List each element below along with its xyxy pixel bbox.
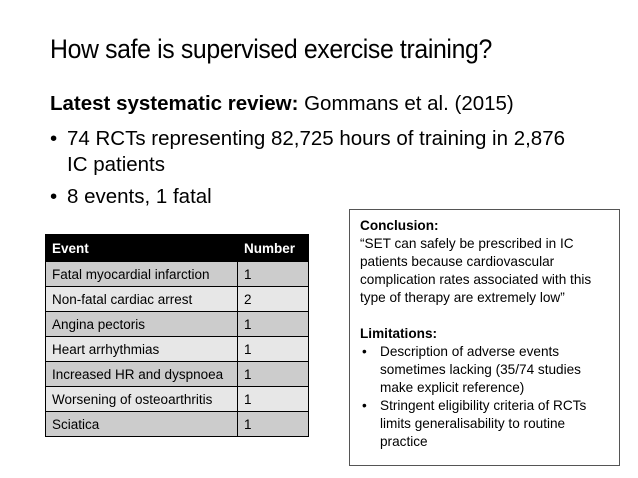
conclusion-box: Conclusion: “SET can safely be prescribe…	[349, 209, 620, 466]
event-cell: Fatal myocardial infarction	[45, 261, 238, 287]
number-cell: 1	[237, 361, 309, 387]
number-cell: 1	[237, 261, 309, 287]
event-cell: Heart arrhythmias	[45, 336, 238, 362]
number-cell: 2	[237, 286, 309, 312]
limitations-list: Description of adverse events sometimes …	[360, 343, 610, 451]
limitation-item: Description of adverse events sometimes …	[360, 343, 610, 397]
events-table: Event Number Fatal myocardial infarction…	[45, 234, 309, 437]
spacer	[360, 307, 610, 325]
review-subhead-citation: Gommans et al. (2015)	[298, 92, 514, 115]
review-subhead: Latest systematic review: Gommans et al.…	[50, 92, 514, 116]
limitations-heading: Limitations:	[360, 326, 438, 341]
conclusion-heading: Conclusion:	[360, 218, 439, 233]
table-row: Non-fatal cardiac arrest 2	[45, 286, 309, 312]
table-row: Worsening of osteoarthritis 1	[45, 386, 309, 412]
number-cell: 1	[237, 311, 309, 337]
table-row: Angina pectoris 1	[45, 311, 309, 337]
event-cell: Angina pectoris	[45, 311, 238, 337]
summary-bullet: 8 events, 1 fatal	[50, 184, 570, 210]
limitation-item: Stringent eligibility criteria of RCTs l…	[360, 397, 610, 451]
table-header-row: Event Number	[45, 234, 309, 262]
event-cell: Worsening of osteoarthritis	[45, 386, 238, 412]
number-cell: 1	[237, 386, 309, 412]
review-subhead-label: Latest systematic review:	[50, 92, 299, 115]
summary-bullet: 74 RCTs representing 82,725 hours of tra…	[50, 126, 570, 178]
table-row: Heart arrhythmias 1	[45, 336, 309, 362]
column-header-number: Number	[237, 234, 309, 262]
number-cell: 1	[237, 336, 309, 362]
event-cell: Sciatica	[45, 411, 238, 437]
slide-title: How safe is supervised exercise training…	[50, 34, 492, 64]
number-cell: 1	[237, 411, 309, 437]
table-row: Fatal myocardial infarction 1	[45, 261, 309, 287]
event-cell: Increased HR and dyspnoea	[45, 361, 238, 387]
summary-bullets: 74 RCTs representing 82,725 hours of tra…	[50, 126, 570, 216]
conclusion-quote: “SET can safely be prescribed in IC pati…	[360, 236, 592, 305]
table-row: Sciatica 1	[45, 411, 309, 437]
table-row: Increased HR and dyspnoea 1	[45, 361, 309, 387]
column-header-event: Event	[45, 234, 238, 262]
event-cell: Non-fatal cardiac arrest	[45, 286, 238, 312]
